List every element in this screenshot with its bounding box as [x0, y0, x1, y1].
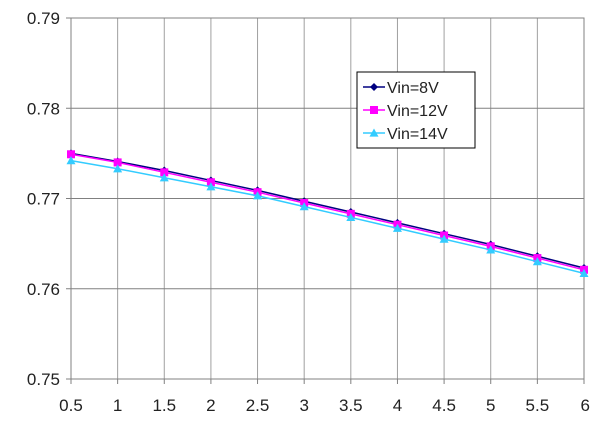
- legend-marker: [370, 106, 378, 114]
- x-tick-label: 5.5: [526, 396, 550, 415]
- y-tick-label: 0.76: [27, 280, 60, 299]
- x-tick-label: 3.5: [339, 396, 363, 415]
- data-point: [486, 245, 496, 254]
- y-axis: 0.75 0.76 0.77 0.78 0.79: [27, 9, 71, 389]
- data-point: [67, 150, 75, 159]
- x-tick-label: 2: [206, 396, 215, 415]
- data-point: [160, 168, 169, 177]
- x-axis: 0.5 1 1.5 2 2.5 3 3.5 4 4.5 5 5.5 6: [59, 379, 590, 415]
- data-point: [439, 234, 449, 243]
- x-tick-label: 3: [299, 396, 308, 415]
- data-point: [113, 164, 123, 173]
- y-tick-label: 0.75: [27, 370, 60, 389]
- y-tick-label: 0.78: [27, 99, 60, 118]
- x-tick-label: 0.5: [59, 396, 83, 415]
- data-point: [159, 173, 169, 182]
- data-point: [66, 156, 76, 165]
- x-tick-label: 1: [113, 396, 122, 415]
- y-tick-label: 0.79: [27, 9, 60, 28]
- data-point: [532, 257, 542, 266]
- y-tick-label: 0.77: [27, 190, 60, 209]
- data-point: [579, 268, 589, 278]
- series-vin-14v: [66, 156, 589, 278]
- series-group: [66, 149, 589, 278]
- legend-marker: [369, 128, 379, 137]
- series-line: [70, 152, 585, 269]
- data-point: [253, 191, 263, 200]
- legend-label: Vin=14V: [387, 126, 448, 143]
- series-line: [70, 153, 585, 271]
- legend: Vin=8V Vin=12V Vin=14V: [356, 71, 476, 149]
- data-point: [206, 178, 215, 187]
- legend-marker: [370, 83, 378, 91]
- x-tick-label: 4: [393, 396, 402, 415]
- legend-label: Vin=12V: [387, 103, 448, 120]
- x-tick-label: 4.5: [432, 396, 456, 415]
- series-line: [70, 159, 585, 275]
- legend-label: Vin=8V: [387, 80, 439, 97]
- data-point: [206, 182, 216, 191]
- data-point: [113, 158, 122, 167]
- x-tick-label: 2.5: [246, 396, 270, 415]
- data-point: [392, 223, 402, 232]
- x-tick-label: 5: [486, 396, 495, 415]
- data-point: [346, 212, 356, 222]
- x-tick-label: 1.5: [152, 396, 176, 415]
- data-point: [299, 202, 309, 211]
- x-tick-label: 6: [581, 396, 590, 415]
